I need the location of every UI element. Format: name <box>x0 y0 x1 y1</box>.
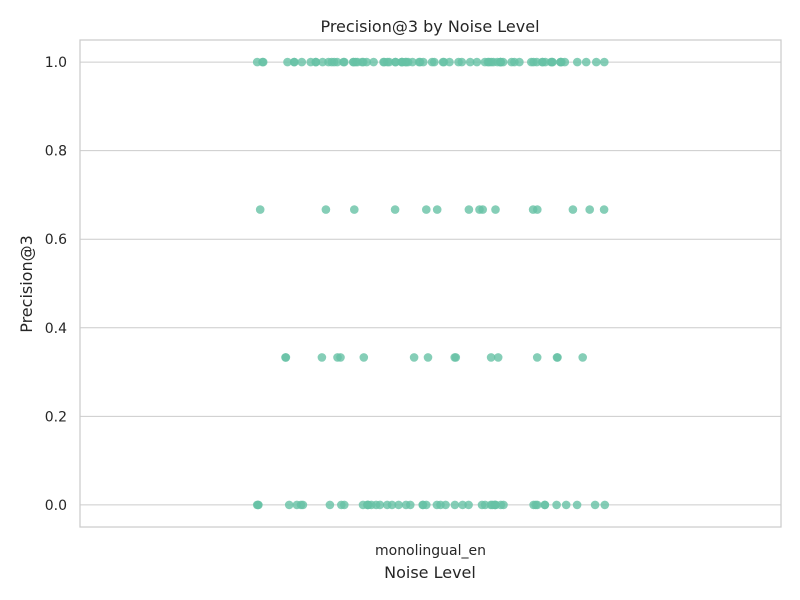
data-point <box>600 500 610 510</box>
data-point <box>333 353 342 362</box>
data-point <box>394 500 403 510</box>
data-point <box>325 500 335 510</box>
y-tick-label: 1.0 <box>45 55 67 71</box>
data-point <box>339 57 348 67</box>
data-point <box>464 500 473 510</box>
data-point <box>408 57 417 67</box>
data-point <box>445 57 454 67</box>
data-point <box>318 57 327 67</box>
data-point <box>390 205 400 214</box>
data-point <box>289 57 299 67</box>
data-point <box>540 500 550 510</box>
data-point <box>532 353 542 362</box>
data-point <box>552 500 561 510</box>
data-point <box>281 353 291 362</box>
chart-title: Precision@3 by Noise Level <box>320 17 539 36</box>
data-point <box>483 57 493 67</box>
data-point <box>306 57 316 67</box>
data-point <box>491 205 500 214</box>
data-point <box>472 57 482 67</box>
data-point <box>371 500 381 510</box>
data-point <box>568 205 578 214</box>
data-point <box>317 353 327 362</box>
data-point <box>369 57 378 67</box>
data-point <box>572 500 582 510</box>
data-point <box>493 353 503 362</box>
data-point <box>292 500 302 510</box>
y-tick-label: 0.0 <box>45 498 67 514</box>
data-point <box>391 57 400 67</box>
data-point <box>464 205 474 214</box>
data-point <box>515 57 524 67</box>
data-point <box>359 353 369 362</box>
data-point <box>465 57 475 67</box>
data-point <box>255 205 265 214</box>
data-point <box>528 205 538 214</box>
data-point <box>363 500 372 510</box>
data-point <box>578 353 587 362</box>
data-point <box>397 57 407 67</box>
y-tick-label: 0.2 <box>45 409 67 425</box>
data-point <box>297 57 307 67</box>
y-axis-label: Precision@3 <box>17 235 36 333</box>
y-tick-labels: 0.0 0.2 0.4 0.6 0.8 1.0 <box>45 55 67 514</box>
data-point <box>592 57 601 67</box>
data-point <box>548 57 557 67</box>
data-points <box>252 57 610 510</box>
data-point <box>600 57 609 67</box>
data-point <box>532 57 542 67</box>
data-point <box>585 205 594 214</box>
data-point <box>327 57 337 67</box>
data-point <box>337 500 346 510</box>
data-point <box>409 353 419 362</box>
data-point <box>284 500 294 510</box>
data-point <box>430 57 439 67</box>
data-point <box>599 205 609 214</box>
y-tick-label: 0.8 <box>45 144 67 160</box>
data-point <box>590 500 600 510</box>
data-point <box>384 57 394 67</box>
data-point <box>353 57 362 67</box>
data-point <box>496 57 505 67</box>
data-point <box>552 353 562 362</box>
data-point <box>561 500 571 510</box>
x-axis-label: Noise Level <box>384 563 476 582</box>
data-point <box>432 205 442 214</box>
y-tick-label: 0.4 <box>45 321 67 337</box>
y-tick-label: 0.6 <box>45 232 67 248</box>
data-point <box>387 500 397 510</box>
data-point <box>480 500 490 510</box>
data-point <box>298 500 308 510</box>
data-point <box>441 500 450 510</box>
data-point <box>283 57 292 67</box>
data-point <box>507 57 516 67</box>
x-tick-labels: monolingual_en <box>375 543 486 559</box>
data-point <box>406 500 415 510</box>
x-tick-label: monolingual_en <box>375 543 486 559</box>
data-point <box>573 57 582 67</box>
data-point <box>253 500 263 510</box>
data-point <box>486 353 496 362</box>
data-point <box>451 353 461 362</box>
data-point <box>531 500 540 510</box>
data-point <box>419 57 428 67</box>
data-point <box>418 500 428 510</box>
data-point <box>350 205 359 214</box>
data-point <box>581 57 591 67</box>
data-point <box>432 500 442 510</box>
data-point <box>423 353 433 362</box>
data-point <box>458 500 467 510</box>
data-point <box>450 500 460 510</box>
data-point <box>457 57 467 67</box>
data-point <box>478 205 488 214</box>
data-point <box>422 205 431 214</box>
data-point <box>557 57 566 67</box>
data-point <box>496 500 506 510</box>
data-point <box>321 205 331 214</box>
data-point <box>258 57 267 67</box>
plot-area <box>79 39 782 528</box>
